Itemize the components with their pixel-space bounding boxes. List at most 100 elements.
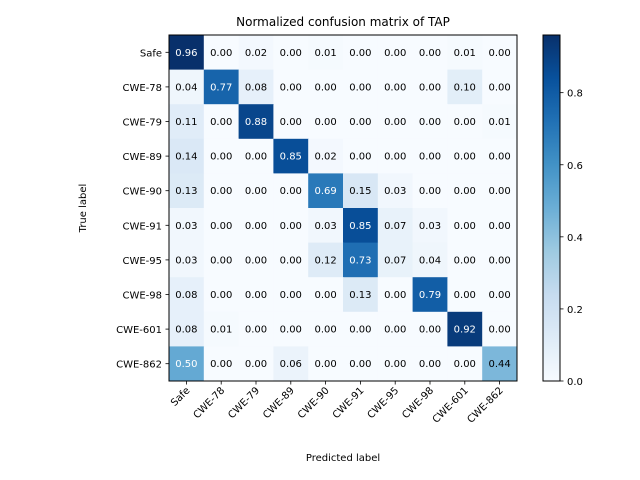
cell-3-9 [482,138,518,174]
cell-value-0-8: 0.01 [454,48,476,59]
cell-value-6-9: 0.00 [488,255,510,266]
cell-6-5 [343,242,379,278]
cell-8-1 [203,311,240,347]
cell-value-2-6: 0.00 [384,117,406,128]
cell-value-9-2: 0.00 [245,359,267,370]
cell-value-8-0: 0.08 [175,325,197,336]
cell-value-7-1: 0.00 [210,290,232,301]
cell-value-5-2: 0.00 [245,221,267,232]
y-tick-label: CWE-78 [122,83,162,94]
cell-value-4-2: 0.00 [245,186,267,197]
cell-5-3 [273,208,309,244]
x-tick-label: CWE-91 [331,385,367,421]
cell-value-3-1: 0.00 [210,152,232,163]
cell-4-9 [482,173,518,209]
cell-8-2 [238,311,274,347]
cell-value-2-9: 0.01 [488,117,510,128]
cell-2-0 [169,104,205,140]
cell-value-3-6: 0.00 [384,152,406,163]
cell-1-3 [273,69,309,105]
cell-7-6 [377,277,414,313]
cell-value-3-3: 0.85 [280,152,302,163]
cell-1-8 [447,69,483,105]
cell-value-6-0: 0.03 [175,255,197,266]
cell-value-7-4: 0.00 [314,290,336,301]
cell-2-6 [377,104,414,140]
cell-value-3-8: 0.00 [454,152,476,163]
cell-value-4-8: 0.00 [454,186,476,197]
cell-0-3 [273,35,309,71]
y-tick-label: Safe [140,48,162,59]
cell-9-8 [447,346,483,382]
x-tick-label: Safe [169,385,192,408]
cell-8-7 [412,311,448,347]
cell-value-5-7: 0.03 [419,221,441,232]
cell-value-1-1: 0.77 [210,82,232,93]
cell-3-6 [377,138,414,174]
cell-7-9 [482,277,518,313]
cell-6-0 [169,242,205,278]
cell-9-3 [273,346,309,382]
cell-value-1-8: 0.10 [454,82,476,93]
cell-4-7 [412,173,448,209]
cell-value-0-3: 0.00 [280,48,302,59]
cell-value-3-5: 0.00 [349,152,371,163]
cell-2-2 [238,104,274,140]
cell-value-4-9: 0.00 [488,186,510,197]
cell-value-5-8: 0.00 [454,221,476,232]
cell-value-8-8: 0.92 [454,325,476,336]
cell-value-1-7: 0.00 [419,82,441,93]
cell-value-0-7: 0.00 [419,48,441,59]
cell-3-8 [447,138,483,174]
cell-6-6 [377,242,414,278]
x-tick-label: CWE-79 [226,385,262,421]
cell-value-0-1: 0.00 [210,48,232,59]
cell-value-7-8: 0.00 [454,290,476,301]
cell-value-4-7: 0.00 [419,186,441,197]
cell-value-1-4: 0.00 [314,82,336,93]
cell-4-0 [169,173,205,209]
cell-value-9-7: 0.00 [419,359,441,370]
cell-value-1-6: 0.00 [384,82,406,93]
cell-0-7 [412,35,448,71]
cell-value-9-8: 0.00 [454,359,476,370]
cell-3-2 [238,138,274,174]
cell-9-6 [377,346,414,382]
cell-5-6 [377,208,414,244]
cell-8-8 [447,311,483,347]
cell-value-0-4: 0.01 [314,48,336,59]
cell-1-0 [169,69,205,105]
cell-value-7-6: 0.00 [384,290,406,301]
cell-value-4-0: 0.13 [175,186,197,197]
cell-2-7 [412,104,448,140]
colorbar-tick-label: 0.6 [567,161,583,172]
cell-6-8 [447,242,483,278]
cell-5-1 [203,208,240,244]
cell-7-2 [238,277,274,313]
cell-value-1-5: 0.00 [349,82,371,93]
cell-value-4-6: 0.03 [384,186,406,197]
cell-3-5 [343,138,379,174]
cell-value-4-1: 0.00 [210,186,232,197]
cell-value-9-0: 0.50 [175,359,197,370]
cell-9-5 [343,346,379,382]
cell-1-4 [308,69,344,105]
cell-value-7-3: 0.00 [280,290,302,301]
chart-title: Normalized confusion matrix of TAP [236,15,450,29]
cell-value-9-9: 0.44 [488,359,510,370]
cell-2-5 [343,104,379,140]
x-tick-label: CWE-98 [400,385,436,421]
x-tick-label: CWE-95 [366,385,402,421]
cell-value-5-5: 0.85 [349,221,371,232]
cell-7-3 [273,277,309,313]
cell-value-9-4: 0.00 [314,359,336,370]
cell-1-9 [482,69,518,105]
cell-8-6 [377,311,414,347]
y-tick-label: CWE-79 [122,118,162,129]
cell-value-5-4: 0.03 [314,221,336,232]
cell-value-1-9: 0.00 [488,82,510,93]
cell-value-6-6: 0.07 [384,255,406,266]
cell-value-8-9: 0.00 [488,325,510,336]
cell-4-4 [308,173,344,209]
